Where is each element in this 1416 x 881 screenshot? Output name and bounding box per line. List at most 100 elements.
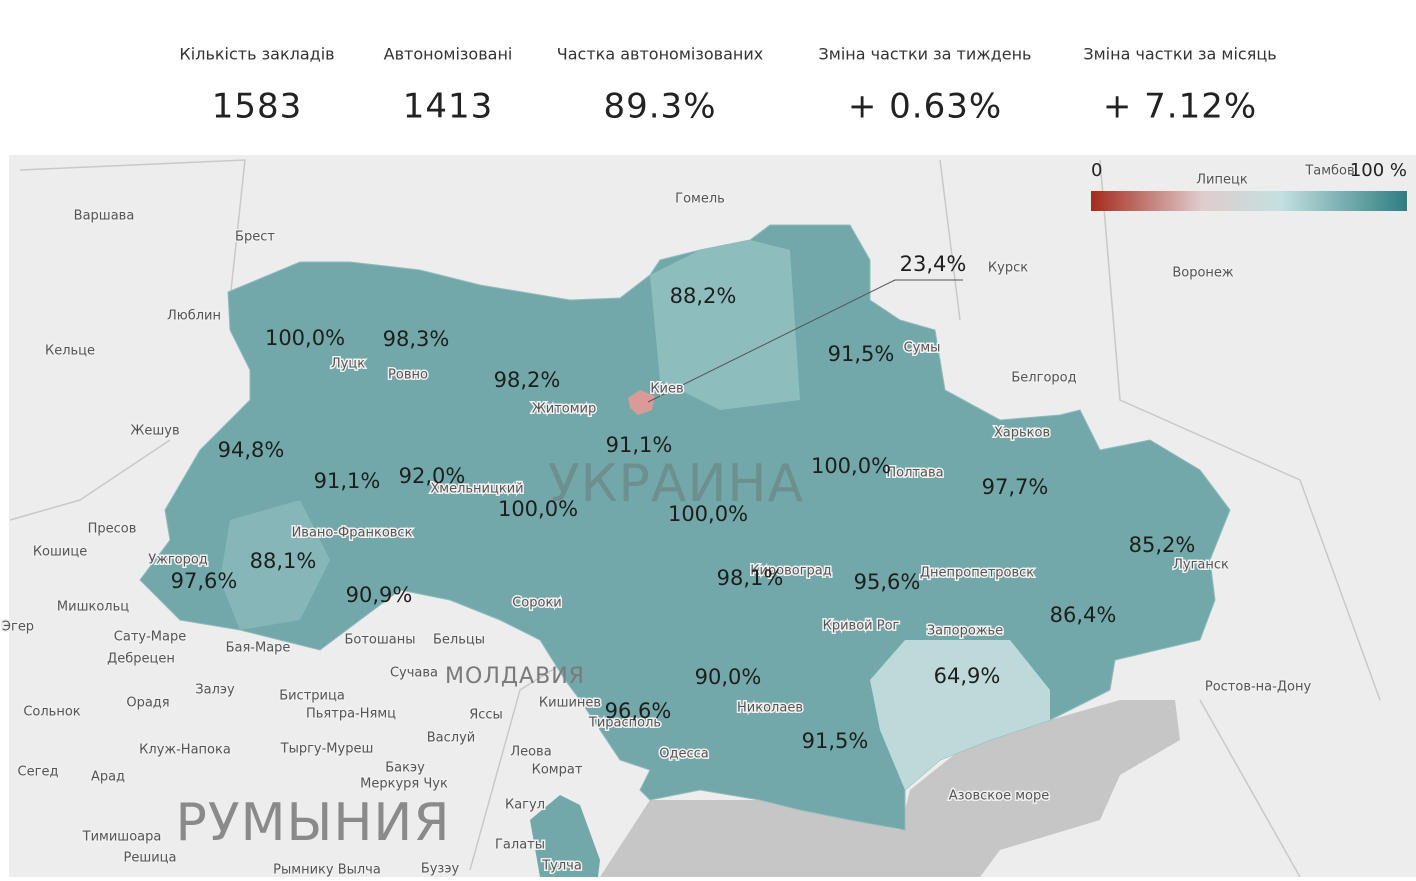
kpi-value: 1583 — [212, 87, 303, 127]
region-value: 90,0% — [695, 665, 762, 689]
place-name: Хмельницкий — [430, 482, 523, 497]
place-name: Варшава — [74, 209, 135, 224]
place-name: Мишкольц — [57, 600, 129, 615]
region-value: 98,2% — [494, 368, 561, 392]
place-name: Кировоград — [750, 564, 832, 579]
region-value: 97,6% — [171, 569, 238, 593]
place-name: Николаев — [737, 701, 803, 716]
region-value: 86,4% — [1050, 603, 1117, 627]
sea — [600, 700, 1180, 877]
region-value: 92,0% — [399, 464, 466, 488]
place-name: Ужгород — [148, 553, 208, 568]
place-name: Харьков — [994, 426, 1050, 441]
place-name: Арад — [91, 770, 125, 785]
region-value: 97,7% — [982, 475, 1049, 499]
kpi-label: Кількість закладів — [179, 45, 334, 64]
place-name: Дебрецен — [107, 652, 175, 667]
place-name: Сороки — [512, 596, 562, 611]
place-name: Сату-Маре — [114, 630, 186, 645]
place-name: Эгер — [2, 620, 34, 635]
place-name: Васлуй — [427, 731, 475, 746]
place-name: Воронеж — [1172, 266, 1234, 281]
region-value: 91,5% — [828, 342, 895, 366]
region-value: 95,6% — [854, 570, 921, 594]
place-name: Кошице — [33, 545, 87, 560]
place-name: Кагул — [505, 798, 545, 813]
place-name: Ровно — [388, 368, 428, 383]
place-name: Яссы — [469, 708, 503, 723]
place-name: Решица — [124, 851, 177, 866]
place-name: Кишинев — [539, 696, 601, 711]
country-name: РУМЫНИЯ — [176, 793, 451, 853]
place-name: Люблин — [167, 309, 221, 324]
legend: 0 100 % — [1091, 160, 1407, 211]
region-value: 85,2% — [1129, 533, 1196, 557]
place-name: Киев — [650, 382, 683, 397]
country-name: МОЛДАВИЯ — [445, 664, 585, 689]
place-name: Бакэу — [385, 761, 425, 776]
place-name: Азовское море — [949, 789, 1050, 804]
place-name: Луцк — [331, 357, 365, 372]
region-value: 94,8% — [218, 438, 285, 462]
place-name: Бая-Маре — [226, 641, 291, 656]
region-value: 64,9% — [934, 664, 1001, 688]
place-name: Жешув — [130, 424, 179, 439]
place-name: Рымнику Вылча — [273, 863, 381, 878]
callout-value: 23,4% — [900, 252, 967, 276]
place-name: Курск — [988, 261, 1028, 276]
map — [9, 155, 1416, 878]
region-value: 100,0% — [668, 502, 748, 526]
place-name: Тамбов — [1304, 164, 1354, 179]
region-value: 100,0% — [811, 454, 891, 478]
place-name: Пресов — [88, 522, 137, 537]
region-lightest — [870, 640, 1050, 790]
borders — [9, 159, 1381, 878]
place-name: Галаты — [495, 838, 545, 853]
place-name: Одесса — [659, 747, 708, 762]
region-light — [650, 240, 800, 410]
place-name: Меркуря Чук — [360, 777, 448, 792]
kpi-value: + 0.63% — [848, 87, 1002, 127]
region-value: 100,0% — [265, 326, 345, 350]
place-name: Сегед — [18, 765, 59, 780]
place-name: Полтава — [886, 466, 943, 481]
region-value: 91,1% — [314, 469, 381, 493]
kpi-label: Частка автономізованих — [557, 45, 763, 64]
place-name: Запорожье — [927, 624, 1003, 639]
place-name: Гомель — [675, 192, 725, 207]
ukraine-south-strip — [530, 795, 600, 877]
place-name: Луганск — [1173, 558, 1229, 573]
place-name: Пьятра-Нямц — [306, 707, 396, 722]
place-name: Бистрица — [279, 689, 345, 704]
place-name: Ботошаны — [344, 633, 415, 648]
place-name: Кельце — [45, 344, 95, 359]
region-value: 98,3% — [383, 327, 450, 351]
map-labels: Варшава Брест Гомель Люблин Кельце Луцк Ровно Ж… — [0, 162, 1356, 879]
region-light — [220, 500, 330, 630]
place-name: Сольнок — [23, 705, 80, 720]
legend-gradient — [1091, 191, 1407, 211]
kpi-label: Зміна частки за тиждень — [819, 45, 1032, 64]
place-name: Тирасполь — [588, 716, 661, 731]
kpi-row: Кількість закладів 1583 Автономізовані 1413… — [179, 45, 1276, 127]
place-name: Ивано-Франковск — [292, 526, 413, 541]
place-name: Ростов-на-Дону — [1205, 680, 1312, 695]
legend-min: 0 — [1091, 160, 1102, 181]
kpi-value: + 7.12% — [1103, 87, 1257, 127]
place-name: Бузэу — [421, 862, 460, 877]
region-value: 100,0% — [498, 497, 578, 521]
place-name: Тимишоара — [82, 830, 162, 845]
place-name: Орадя — [126, 696, 169, 711]
legend-max: 100 % — [1350, 160, 1407, 181]
place-name: Белгород — [1011, 371, 1076, 386]
place-name: Комрат — [532, 763, 583, 778]
kpi-label: Автономізовані — [384, 45, 513, 64]
place-name: Днепропетровск — [920, 566, 1034, 581]
region-value: 91,5% — [802, 729, 869, 753]
place-name: Леова — [510, 745, 551, 760]
callout-line — [647, 279, 896, 403]
kpi-value: 1413 — [403, 87, 494, 127]
region-value: 98,1% — [717, 566, 784, 590]
region-value: 88,2% — [670, 284, 737, 308]
